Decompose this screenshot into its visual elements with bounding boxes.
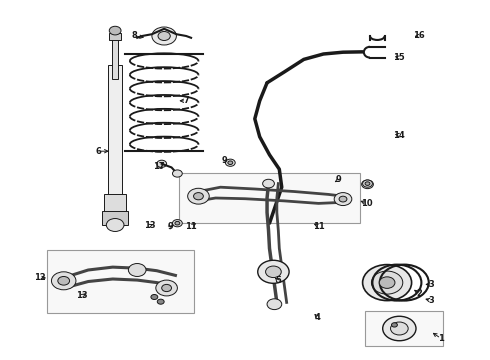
Circle shape (151, 294, 158, 300)
Circle shape (365, 182, 370, 185)
Circle shape (379, 277, 395, 288)
Text: 4: 4 (315, 313, 320, 322)
Text: 17: 17 (153, 162, 165, 171)
Bar (365, 311, 443, 346)
Circle shape (266, 266, 281, 278)
Circle shape (152, 27, 176, 45)
Circle shape (157, 299, 164, 304)
Circle shape (194, 193, 203, 200)
Text: 9: 9 (335, 175, 341, 184)
Text: 7: 7 (183, 96, 189, 105)
Text: 15: 15 (393, 53, 405, 62)
Circle shape (391, 322, 408, 335)
Circle shape (362, 180, 373, 189)
Circle shape (175, 221, 180, 225)
Circle shape (263, 179, 274, 188)
Circle shape (228, 161, 233, 165)
Bar (108, 65, 122, 202)
Circle shape (172, 170, 182, 177)
Text: 13: 13 (76, 292, 88, 300)
Circle shape (106, 219, 124, 231)
Text: 9: 9 (221, 156, 227, 165)
Text: 11: 11 (313, 222, 324, 231)
Circle shape (172, 220, 182, 227)
Circle shape (363, 265, 412, 301)
Text: 3: 3 (428, 296, 434, 305)
Circle shape (334, 193, 352, 206)
Circle shape (363, 180, 372, 187)
Text: 10: 10 (361, 199, 372, 208)
Circle shape (109, 26, 121, 35)
Circle shape (392, 323, 397, 327)
Text: 2: 2 (416, 289, 422, 298)
Text: 11: 11 (185, 222, 197, 231)
Text: 6: 6 (95, 147, 101, 156)
Text: 12: 12 (34, 274, 46, 282)
Circle shape (128, 264, 146, 276)
Text: 9: 9 (168, 222, 173, 231)
Bar (109, 33, 121, 40)
Text: 5: 5 (275, 276, 281, 285)
Bar (104, 194, 126, 212)
Text: 13: 13 (144, 221, 155, 230)
Text: 1: 1 (438, 334, 444, 343)
Text: 8: 8 (132, 31, 138, 40)
Circle shape (51, 272, 76, 290)
Text: 3: 3 (428, 280, 434, 289)
Text: 14: 14 (393, 130, 405, 139)
Circle shape (156, 280, 177, 296)
Circle shape (383, 316, 416, 341)
Circle shape (371, 271, 403, 294)
Circle shape (225, 159, 235, 166)
Circle shape (162, 284, 172, 292)
Circle shape (158, 31, 171, 40)
Text: 16: 16 (413, 31, 425, 40)
Circle shape (188, 188, 209, 204)
Circle shape (157, 160, 167, 167)
Bar (102, 211, 128, 225)
Circle shape (267, 299, 282, 310)
Bar (47, 250, 194, 313)
Circle shape (339, 196, 347, 202)
Bar (112, 36, 118, 79)
Circle shape (58, 276, 70, 285)
Circle shape (258, 260, 289, 283)
Bar (179, 173, 360, 223)
